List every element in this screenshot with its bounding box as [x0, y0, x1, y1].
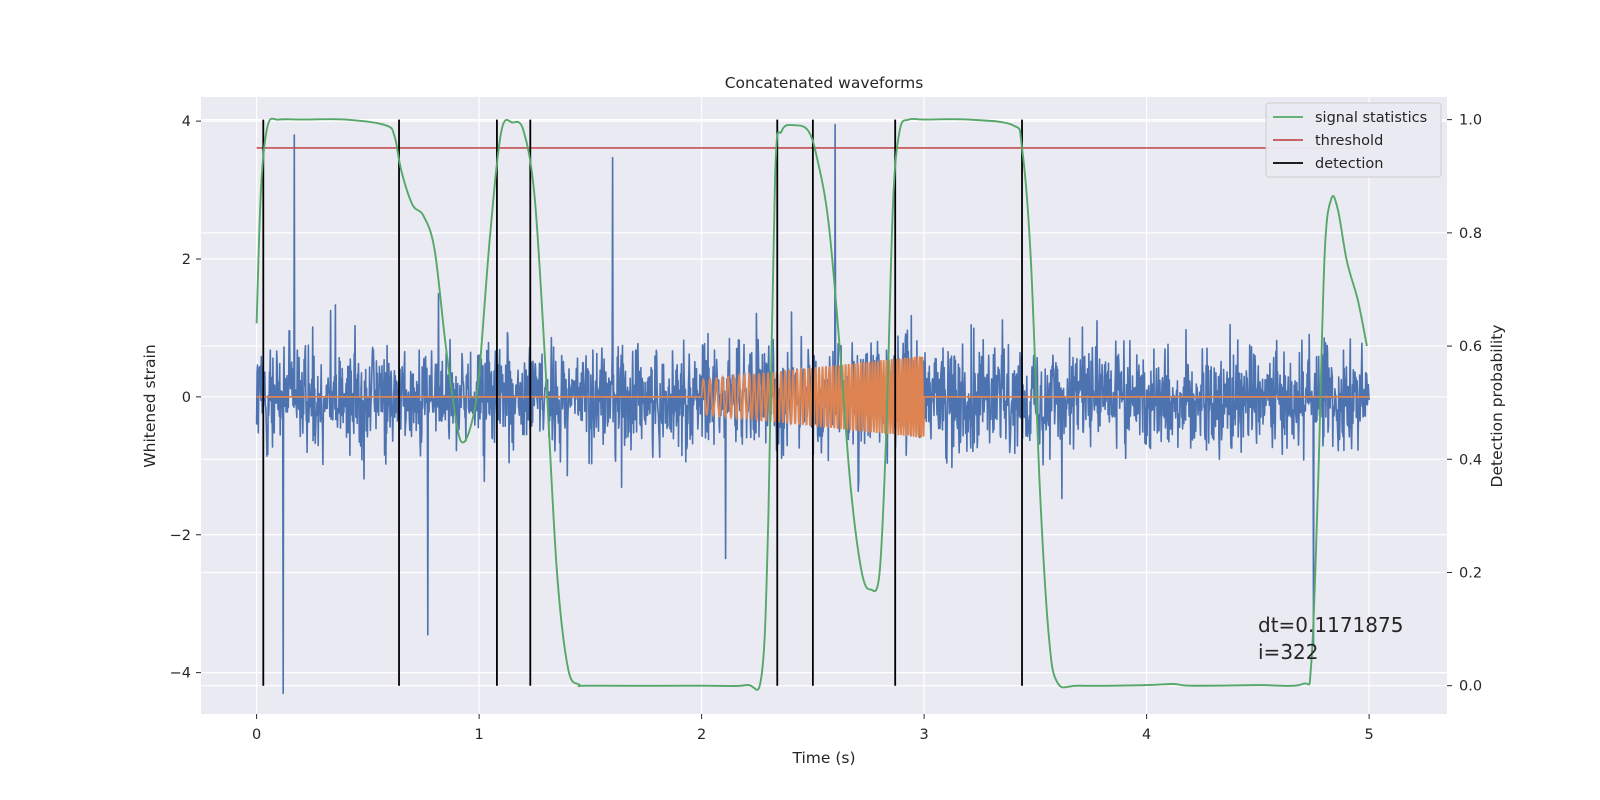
y-left-tick-label-1: 2 [182, 252, 191, 268]
y-left-tick-label-0: 4 [182, 114, 191, 130]
y-right-tick-label-5: 0.0 [1459, 679, 1482, 695]
series-layer [255, 117, 1370, 695]
ticks: 0 1 2 3 4 5 4 2 0 −2 −4 1.0 0.8 0.6 0.4 0.2 0.0 [170, 113, 1482, 743]
annotation-line-2: i=322 [1258, 640, 1319, 664]
x-tick-label-2: 2 [697, 727, 706, 743]
y-right-tick-label-3: 0.4 [1459, 452, 1482, 468]
y-axis-label-left: Whitened strain [141, 344, 159, 467]
x-tick-label-1: 1 [475, 727, 484, 743]
annotation: dt=0.1171875 i=322 [1258, 613, 1410, 664]
legend-label-detection: detection [1315, 156, 1383, 172]
y-right-tick-label-2: 0.6 [1459, 339, 1482, 355]
x-axis-label: Time (s) [791, 749, 855, 767]
chart-title: Concatenated waveforms [725, 74, 924, 92]
legend-box [1265, 102, 1442, 178]
legend-label-threshold: threshold [1315, 133, 1383, 149]
x-tick-label-4: 4 [1142, 727, 1151, 743]
y-axis-label-right: Detection probability [1488, 325, 1506, 488]
legend-label-signal-statistics: signal statistics [1315, 110, 1427, 126]
y-right-tick-label-4: 0.2 [1459, 565, 1482, 581]
y-right-tick-label-0: 1.0 [1459, 113, 1482, 129]
y-left-tick-label-4: −4 [170, 666, 191, 682]
y-right-tick-label-1: 0.8 [1459, 226, 1482, 242]
legend: signal statistics threshold detection [1265, 102, 1442, 178]
y-left-tick-label-3: −2 [170, 528, 191, 544]
signal-statistics-line [255, 117, 1368, 691]
clipped-series [255, 117, 1370, 695]
y-left-tick-label-2: 0 [182, 390, 191, 406]
x-tick-label-0: 0 [252, 727, 261, 743]
annotation-line-1: dt=0.1171875 [1258, 613, 1403, 637]
x-tick-label-5: 5 [1365, 727, 1374, 743]
x-tick-label-3: 3 [920, 727, 929, 743]
